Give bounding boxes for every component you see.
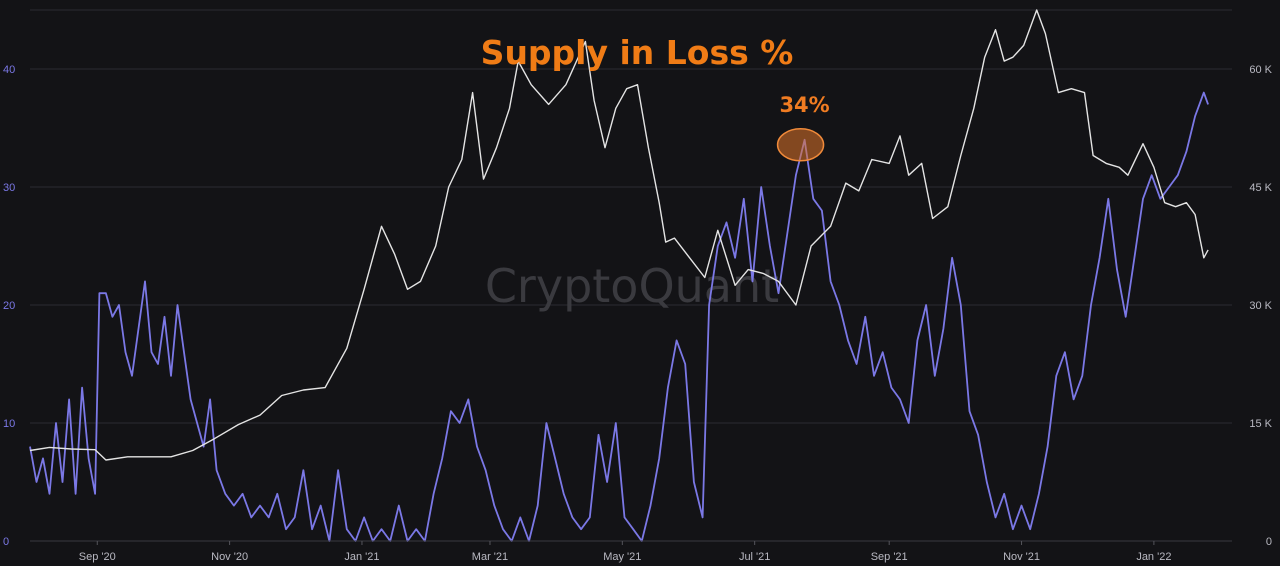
left-tick-label: 40 — [3, 64, 15, 76]
left-tick-label: 20 — [3, 300, 15, 312]
x-axis: Sep '20 Nov '20 Jan '21 Mar '21 May '21 Jul '… — [30, 540, 1232, 563]
left-tick-label: 30 — [3, 182, 15, 194]
watermark: CryptoQuant — [485, 259, 779, 313]
x-tick-label: Jan '21 — [344, 551, 379, 563]
supply-in-loss-line — [29, 91, 1209, 542]
left-tick-label: 0 — [3, 536, 9, 548]
series-lines — [29, 9, 1209, 542]
x-tick-label: Jul '21 — [739, 551, 770, 563]
right-tick-label: 0 — [1266, 536, 1272, 548]
right-axis: 0 15 K 30 K 45 K 60 K — [1249, 64, 1272, 548]
annotation-highlight — [776, 128, 825, 162]
x-tick-label: Sep '21 — [871, 551, 908, 563]
x-tick-label: Nov '21 — [1003, 551, 1040, 563]
annotation-label: 34% — [779, 93, 829, 117]
left-tick-label: 10 — [3, 418, 15, 430]
left-axis: 0 10 20 30 40 — [3, 64, 15, 548]
right-tick-label: 30 K — [1249, 300, 1272, 312]
chart-title: Supply in Loss % — [481, 33, 794, 72]
right-tick-label: 15 K — [1249, 418, 1272, 430]
right-tick-label: 60 K — [1249, 64, 1272, 76]
x-tick-label: May '21 — [603, 551, 641, 563]
x-tick-label: Sep '20 — [79, 551, 116, 563]
right-tick-label: 45 K — [1249, 182, 1272, 194]
x-tick-label: Mar '21 — [472, 551, 508, 563]
x-tick-label: Nov '20 — [211, 551, 248, 563]
price-line — [29, 9, 1209, 461]
x-tick-label: Jan '22 — [1136, 551, 1171, 563]
